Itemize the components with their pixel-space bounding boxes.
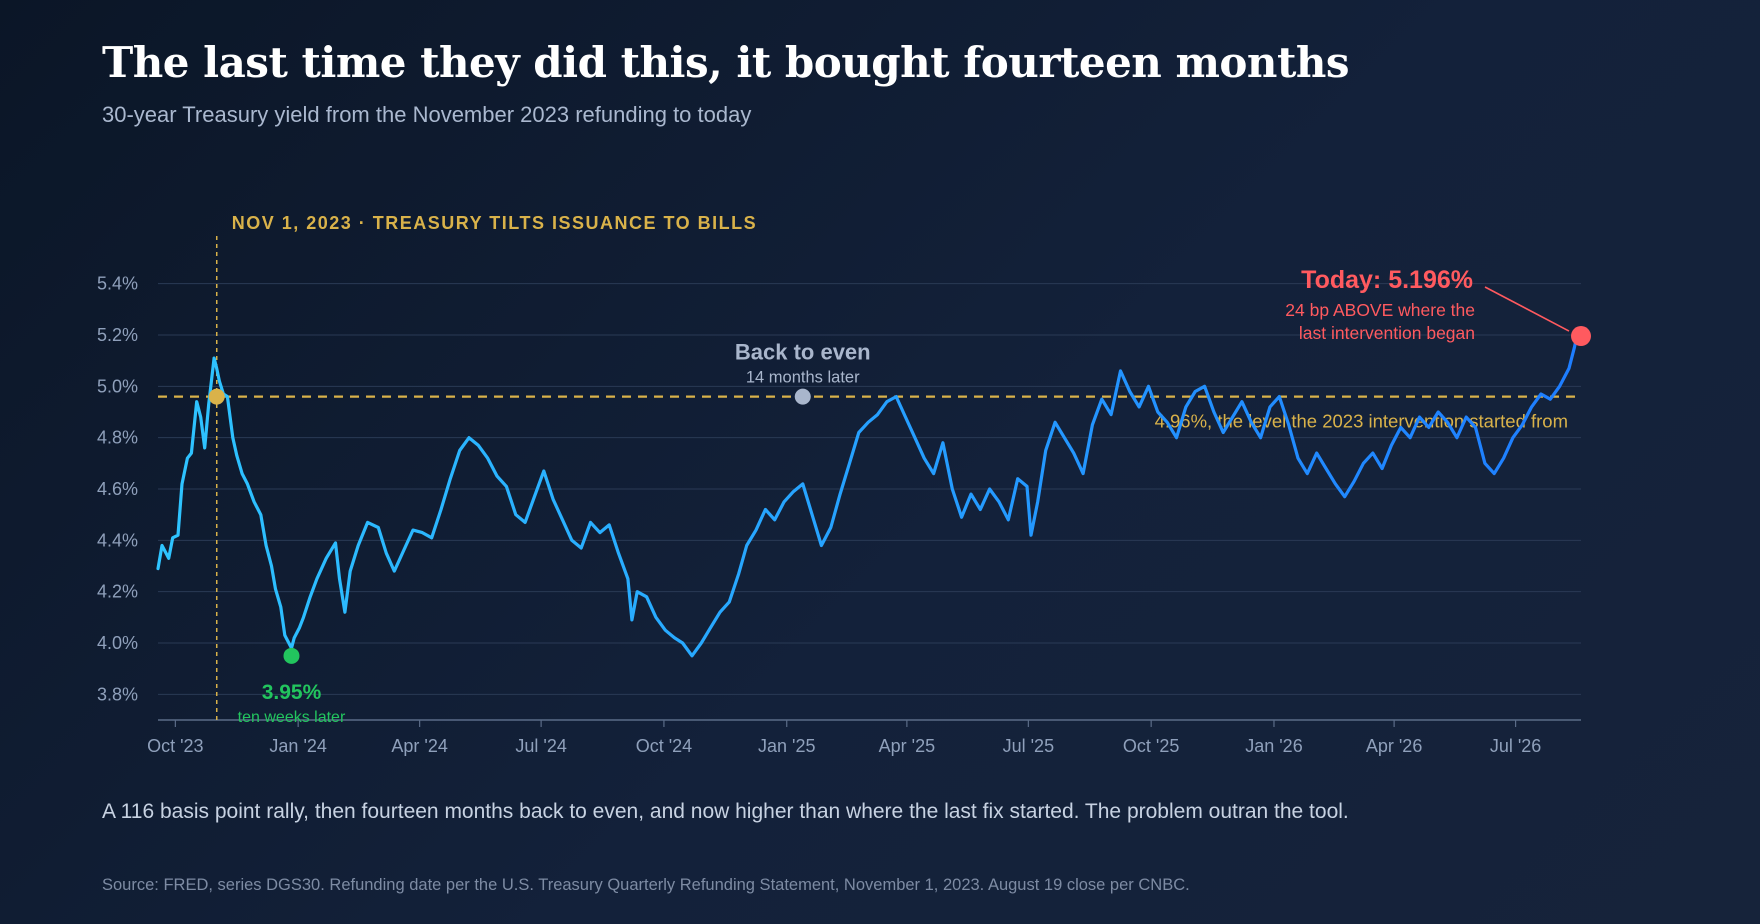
- event-label: NOV 1, 2023 · TREASURY TILTS ISSUANCE TO…: [232, 213, 757, 233]
- low-marker: [283, 647, 300, 664]
- x-tick-label: Apr '25: [879, 736, 935, 756]
- x-tick-label: Jan '25: [758, 736, 815, 756]
- series-line: [156, 328, 1583, 658]
- today-sublabel-line: last intervention began: [1299, 323, 1475, 343]
- y-tick-label: 3.8%: [97, 684, 138, 704]
- chart-title: The last time they did this, it bought f…: [102, 38, 1350, 87]
- x-tick-label: Apr '24: [391, 736, 447, 756]
- today-sublabel-line: 24 bp ABOVE where the: [1285, 300, 1475, 320]
- x-tick-label: Jul '24: [515, 736, 566, 756]
- x-tick-label: Jan '26: [1245, 736, 1302, 756]
- reference-layer: NOV 1, 2023 · TREASURY TILTS ISSUANCE TO…: [158, 213, 1581, 720]
- low-sublabel: ten weeks later: [238, 709, 346, 726]
- today-marker: [1571, 326, 1591, 347]
- x-tick-label: Oct '23: [147, 736, 203, 756]
- low-label: 3.95%: [262, 681, 322, 704]
- x-tick-label: Apr '26: [1366, 736, 1422, 756]
- series-layer: [156, 328, 1583, 658]
- annotation-layer: 3.95% ten weeks later Back to even 14 month…: [208, 266, 1591, 726]
- even-sublabel: 14 months later: [746, 369, 860, 387]
- even-marker: [794, 388, 811, 405]
- reference-label: 4.96%, the level the 2023 intervention s…: [1155, 411, 1568, 432]
- today-leader-line: [1484, 286, 1570, 332]
- x-tick-label: Jul '26: [1490, 736, 1541, 756]
- chart-subtitle: 30-year Treasury yield from the November…: [102, 102, 752, 127]
- y-tick-label: 4.2%: [97, 582, 138, 602]
- x-tick-label: Oct '25: [1123, 736, 1179, 756]
- x-tick-label: Jul '25: [1003, 736, 1054, 756]
- x-tick-label: Oct '24: [636, 736, 692, 756]
- y-tick-label: 4.6%: [97, 479, 138, 499]
- x-axis: Oct '23 Jan '24 Apr '24 Jul '24 Oct '24 Jan '…: [147, 719, 1581, 756]
- grid-lines: [158, 283, 1581, 695]
- chart-caption: A 116 basis point rally, then fourteen m…: [102, 800, 1349, 823]
- today-label: Today: 5.196%: [1301, 266, 1473, 294]
- y-tick-label: 5.2%: [97, 325, 138, 345]
- source-note: Source: FRED, series DGS30. Refunding da…: [102, 876, 1190, 894]
- even-label: Back to even: [735, 340, 871, 365]
- y-tick-label: 4.0%: [97, 633, 138, 653]
- today-sublabel: 24 bp ABOVE where the last intervention b…: [1285, 300, 1475, 343]
- y-tick-label: 5.4%: [97, 274, 138, 294]
- x-tick-label: Jan '24: [269, 736, 326, 756]
- y-tick-label: 4.4%: [97, 530, 138, 550]
- y-tick-label: 5.0%: [97, 376, 138, 396]
- y-axis: 3.8% 4.0% 4.2% 4.4% 4.6% 4.8% 5.0% 5.2% 5.4%: [97, 274, 138, 705]
- refunding-start-marker: [208, 388, 225, 405]
- y-tick-label: 4.8%: [97, 428, 138, 448]
